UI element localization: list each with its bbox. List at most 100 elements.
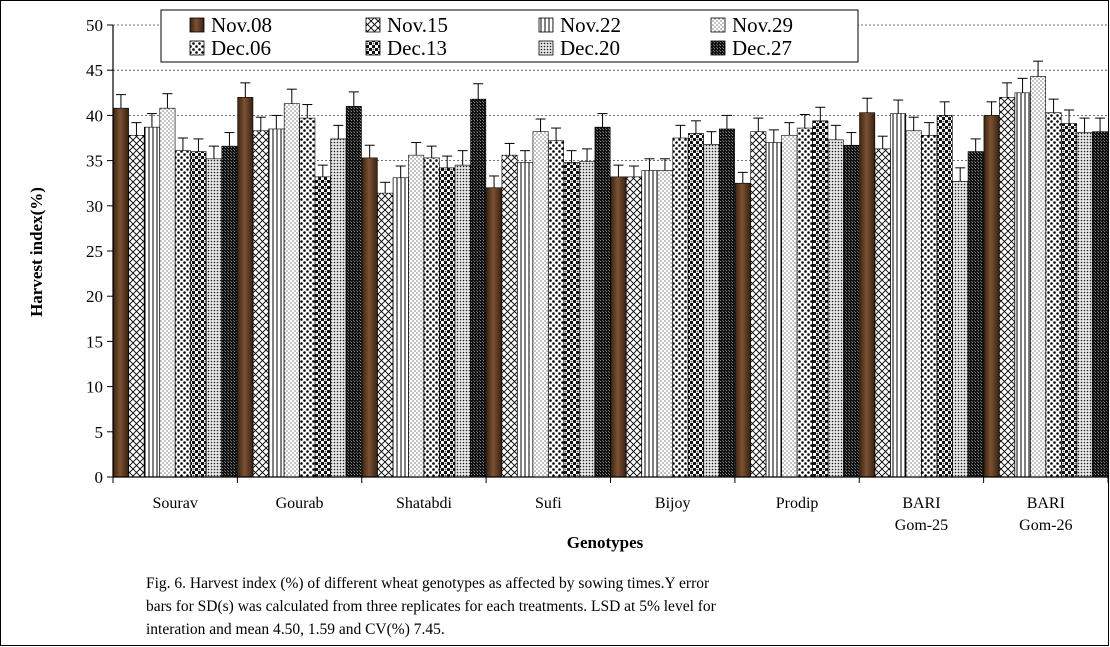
bar: [703, 144, 720, 478]
bar: [501, 154, 518, 478]
x-tick-label: Sourav: [153, 495, 198, 512]
bar: [641, 170, 658, 478]
bar: [687, 133, 704, 478]
y-tick-label: 50: [86, 16, 103, 35]
x-tick-label: Gourab: [276, 495, 324, 512]
bar: [1076, 132, 1093, 478]
bar: [423, 157, 440, 478]
bar: [128, 134, 145, 478]
bar: [1061, 123, 1078, 478]
legend-box: [160, 9, 859, 63]
bar: [843, 144, 860, 478]
bar: [563, 162, 580, 478]
bar: [859, 112, 876, 478]
bar: [221, 145, 238, 478]
bar: [781, 134, 798, 478]
caption-line-2: bars for SD(s) was calculated from three…: [146, 598, 716, 615]
legend-label: Nov.22: [560, 13, 621, 37]
bar: [454, 164, 471, 478]
bar: [610, 176, 627, 478]
x-tick-label: Sufi: [535, 495, 562, 512]
legend-swatch: [365, 40, 381, 56]
bar: [1092, 131, 1109, 478]
legend-swatch: [538, 40, 554, 56]
y-tick-label: 15: [86, 332, 103, 351]
bar: [470, 98, 487, 478]
legend-label: Dec.13: [387, 36, 447, 60]
bar: [672, 137, 689, 478]
y-axis-title: Harvest index(%): [27, 187, 46, 317]
bar: [299, 117, 316, 478]
caption-line-1: Fig. 6. Harvest index (%) of different w…: [146, 575, 710, 592]
bar: [750, 131, 767, 478]
bar: [952, 181, 969, 478]
bar: [1045, 112, 1062, 478]
bar: [345, 106, 362, 478]
bar: [143, 126, 160, 478]
x-tick-label: Prodip: [776, 495, 819, 512]
legend-swatch: [189, 40, 205, 56]
bar: [594, 126, 611, 478]
y-tick-label: 40: [86, 106, 103, 125]
bar: [314, 176, 331, 478]
x-tick-label: BARI: [1027, 495, 1065, 512]
legend-label: Dec.06: [211, 36, 271, 60]
bar: [548, 140, 565, 478]
legend-swatch: [710, 40, 726, 56]
bar: [330, 138, 347, 478]
x-tick-label: Gom-26: [1019, 517, 1072, 534]
bar: [237, 97, 254, 478]
bar: [625, 176, 642, 478]
bar: [517, 162, 534, 478]
bar: [252, 130, 269, 478]
legend-swatch: [538, 17, 554, 33]
y-tick-label: 10: [86, 378, 103, 397]
bar: [268, 128, 285, 478]
bar: [174, 150, 191, 478]
bar: [718, 128, 735, 478]
bar: [408, 154, 425, 478]
bar: [983, 115, 1000, 478]
bar: [827, 139, 844, 478]
bar: [112, 107, 129, 478]
bar: [999, 97, 1016, 478]
bar: [486, 187, 503, 478]
bar: [921, 134, 938, 478]
legend-label: Dec.27: [732, 36, 792, 60]
bar: [392, 177, 409, 478]
x-tick-label: BARI: [902, 495, 940, 512]
y-tick-label: 20: [86, 287, 103, 306]
bar: [439, 167, 456, 478]
bar: [874, 148, 891, 478]
y-tick-label: 45: [86, 61, 103, 80]
y-tick-label: 25: [86, 242, 103, 261]
bar: [936, 115, 953, 478]
bar: [967, 151, 984, 478]
bar: [205, 158, 222, 478]
x-tick-label: Bijoy: [655, 495, 691, 512]
y-tick-label: 0: [95, 468, 104, 487]
bar: [1014, 92, 1031, 478]
bar: [532, 131, 549, 478]
legend-label: Nov.15: [387, 13, 448, 37]
legend-label: Nov.08: [211, 13, 272, 37]
bar: [796, 127, 813, 478]
caption-line-3: interation and mean 4.50, 1.59 and CV(%)…: [146, 621, 445, 638]
bar: [283, 103, 300, 478]
bar: [361, 157, 378, 478]
bar: [377, 192, 394, 478]
bar: [890, 113, 907, 478]
legend-swatch: [365, 17, 381, 33]
bar: [190, 151, 207, 478]
y-tick-label: 30: [86, 197, 103, 216]
legend-swatch: [189, 17, 205, 33]
bar: [1030, 76, 1047, 478]
bar: [905, 130, 922, 478]
bar: [579, 161, 596, 478]
legend-label: Nov.29: [732, 13, 793, 37]
x-axis-title: Genotypes: [567, 533, 644, 552]
figure-caption: Fig. 6. Harvest index (%) of different w…: [146, 572, 1046, 641]
bar: [765, 142, 782, 478]
